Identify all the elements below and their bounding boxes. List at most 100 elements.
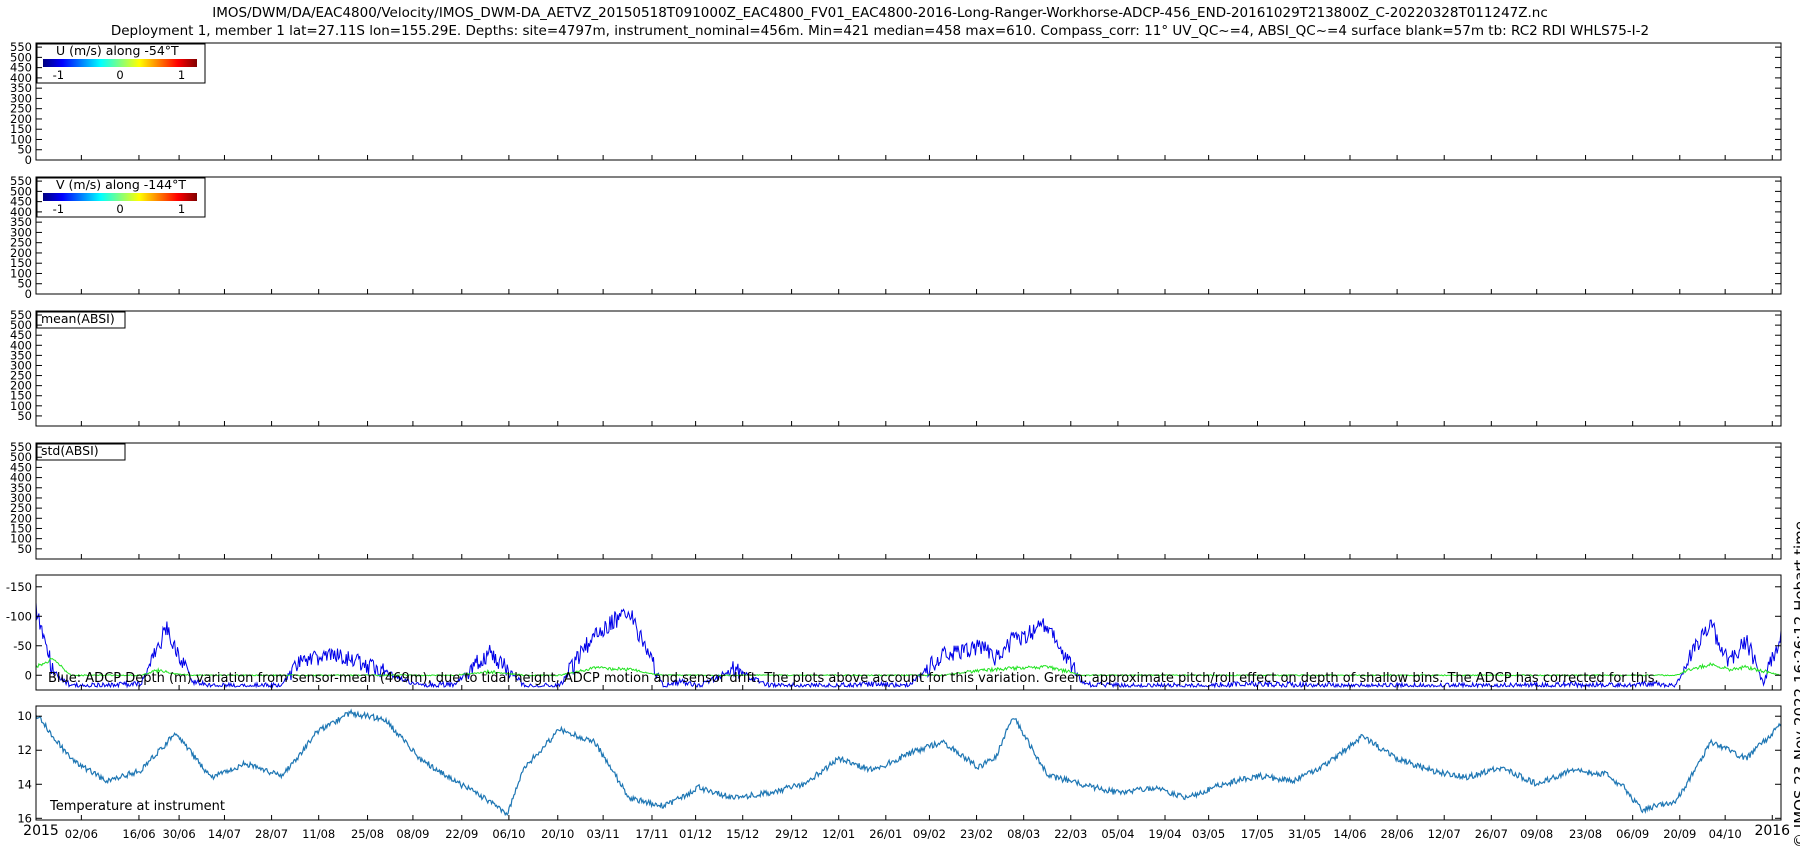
depth-ytick-label: 0 bbox=[25, 668, 32, 682]
depth-series-green bbox=[36, 657, 1781, 677]
u-ytick-label: 200 bbox=[10, 112, 32, 126]
x-tick-label: 25/08 bbox=[351, 827, 384, 841]
v-ytick-label: 300 bbox=[10, 225, 32, 239]
x-tick-label: 08/09 bbox=[396, 827, 429, 841]
mean_absi-ytick-label: 450 bbox=[10, 328, 32, 342]
x-tick-label: 03/11 bbox=[587, 827, 620, 841]
u-colorbar-tick: -1 bbox=[53, 68, 64, 82]
depth-ytick-label: -150 bbox=[6, 580, 32, 594]
std_absi-label-box bbox=[36, 443, 126, 461]
x-tick-label: 16/06 bbox=[122, 827, 155, 841]
temperature-series-temp bbox=[36, 708, 1781, 817]
x-tick-label: 20/10 bbox=[541, 827, 574, 841]
mean_absi-ytick-label: 150 bbox=[10, 389, 32, 403]
std_absi-ytick-label: 400 bbox=[10, 471, 32, 485]
v-ytick-label: 150 bbox=[10, 256, 32, 270]
temperature-frame bbox=[35, 705, 1782, 821]
mean_absi-ytick-label: 350 bbox=[10, 348, 32, 362]
x-tick-label: 05/04 bbox=[1101, 827, 1134, 841]
u-ytick-label: 150 bbox=[10, 122, 32, 136]
x-tick-label: 15/12 bbox=[726, 827, 759, 841]
x-tick-label: 02/06 bbox=[65, 827, 98, 841]
copyright-label: © IMOS 23-Nov-2022 16:26:12 Hobart time bbox=[1791, 521, 1800, 848]
v-ytick-label: 450 bbox=[10, 195, 32, 209]
x-tick-label: 01/12 bbox=[679, 827, 712, 841]
x-tick-label: 17/05 bbox=[1241, 827, 1274, 841]
x-tick-label: 08/03 bbox=[1007, 827, 1040, 841]
depth-ytick-label: -50 bbox=[13, 639, 32, 653]
x-axis: 2015 02/06 16/06 30/06 14/07 28/07 11/08 25/08 0… bbox=[23, 155, 1790, 841]
u-colorbar-tick: 1 bbox=[178, 68, 185, 82]
u-ytick-label: 550 bbox=[10, 40, 32, 54]
panel-depth: Blue: ADCP Depth (m) variation from sens… bbox=[6, 574, 1782, 691]
u-ytick-label: 350 bbox=[10, 81, 32, 95]
depth-series-blue bbox=[36, 602, 1781, 689]
v-ytick-label: 350 bbox=[10, 215, 32, 229]
std_absi-ytick-label: 500 bbox=[10, 450, 32, 464]
x-tick-label: 22/03 bbox=[1054, 827, 1087, 841]
x-tick-label: 17/11 bbox=[635, 827, 668, 841]
panel-u: U (m/s) along -54°T-1 0 105010015020025030… bbox=[10, 40, 1782, 167]
std_absi-label: std(ABSI) bbox=[41, 443, 99, 458]
mean_absi-ytick-label: 200 bbox=[10, 379, 32, 393]
x-tick-label: 06/09 bbox=[1616, 827, 1649, 841]
x-tick-label: 23/02 bbox=[960, 827, 993, 841]
v-ytick-label: 0 bbox=[25, 287, 32, 301]
std_absi-ytick-label: 550 bbox=[10, 440, 32, 454]
u-frame bbox=[35, 42, 1782, 161]
mean_absi-ytick-label: 50 bbox=[17, 409, 32, 423]
u-ytick-label: 50 bbox=[17, 143, 32, 157]
temperature-ytick-label: 10 bbox=[17, 709, 32, 723]
title-line-2: Deployment 1, member 1 lat=27.11S lon=15… bbox=[111, 23, 1649, 39]
v-ytick-label: 500 bbox=[10, 184, 32, 198]
depth-caption: Blue: ADCP Depth (m) variation from sens… bbox=[48, 671, 1659, 686]
u-label: U (m/s) along -54°T bbox=[56, 43, 179, 58]
mean_absi-ytick-label: 250 bbox=[10, 369, 32, 383]
mean_absi-ytick-label: 400 bbox=[10, 338, 32, 352]
x-tick-label: 30/06 bbox=[163, 827, 196, 841]
panel-std_absi: std(ABSI) 5010015020025030035040045050055… bbox=[10, 440, 1782, 560]
v-ytick-label: 50 bbox=[17, 277, 32, 291]
x-tick-label: 19/04 bbox=[1148, 827, 1181, 841]
x-tick-label: 29/12 bbox=[775, 827, 808, 841]
v-ytick-label: 550 bbox=[10, 174, 32, 188]
x-tick-label: 14/07 bbox=[208, 827, 241, 841]
x-tick-label: 2016 bbox=[1754, 823, 1790, 839]
u-ytick-label: 0 bbox=[25, 153, 32, 167]
u-ytick-label: 100 bbox=[10, 132, 32, 146]
temperature-ytick-label: 12 bbox=[17, 743, 32, 757]
x-tick-label: 04/10 bbox=[1709, 827, 1742, 841]
x-tick-label: 09/08 bbox=[1520, 827, 1553, 841]
v-label: V (m/s) along -144°T bbox=[56, 177, 186, 192]
std_absi-ytick-label: 100 bbox=[10, 532, 32, 546]
x-tick-label: 12/07 bbox=[1428, 827, 1461, 841]
x-tick-label: 31/05 bbox=[1288, 827, 1321, 841]
std_absi-ytick-label: 300 bbox=[10, 491, 32, 505]
std_absi-ytick-label: 250 bbox=[10, 501, 32, 515]
temperature-ytick-label: 14 bbox=[17, 777, 32, 791]
u-colorbar bbox=[43, 59, 197, 67]
mean_absi-label: mean(ABSI) bbox=[41, 311, 115, 326]
x-tick-label: 2015 bbox=[23, 823, 59, 839]
v-colorbar bbox=[43, 193, 197, 201]
x-tick-label: 23/08 bbox=[1569, 827, 1602, 841]
x-tick-label: 09/02 bbox=[913, 827, 946, 841]
mean_absi-ytick-label: 500 bbox=[10, 318, 32, 332]
std_absi-frame bbox=[35, 442, 1782, 560]
u-ytick-label: 250 bbox=[10, 102, 32, 116]
temperature-caption: Temperature at instrument bbox=[49, 799, 225, 814]
x-tick-label: 14/06 bbox=[1333, 827, 1366, 841]
x-tick-label: 28/06 bbox=[1381, 827, 1414, 841]
mean_absi-ytick-label: 550 bbox=[10, 308, 32, 322]
std_absi-ytick-label: 150 bbox=[10, 521, 32, 535]
v-colorbar-tick: 1 bbox=[178, 202, 185, 216]
panels: U (m/s) along -54°T-1 0 105010015020025030… bbox=[6, 40, 1782, 825]
x-tick-label: 03/05 bbox=[1192, 827, 1225, 841]
temperature-lines bbox=[36, 708, 1781, 817]
x-tick-label: 26/07 bbox=[1475, 827, 1508, 841]
u-ytick-label: 500 bbox=[10, 50, 32, 64]
panel-temperature: Temperature at instrument 16 14 12 10 bbox=[17, 705, 1782, 825]
x-tick-label: 06/10 bbox=[492, 827, 525, 841]
u-ytick-label: 450 bbox=[10, 61, 32, 75]
